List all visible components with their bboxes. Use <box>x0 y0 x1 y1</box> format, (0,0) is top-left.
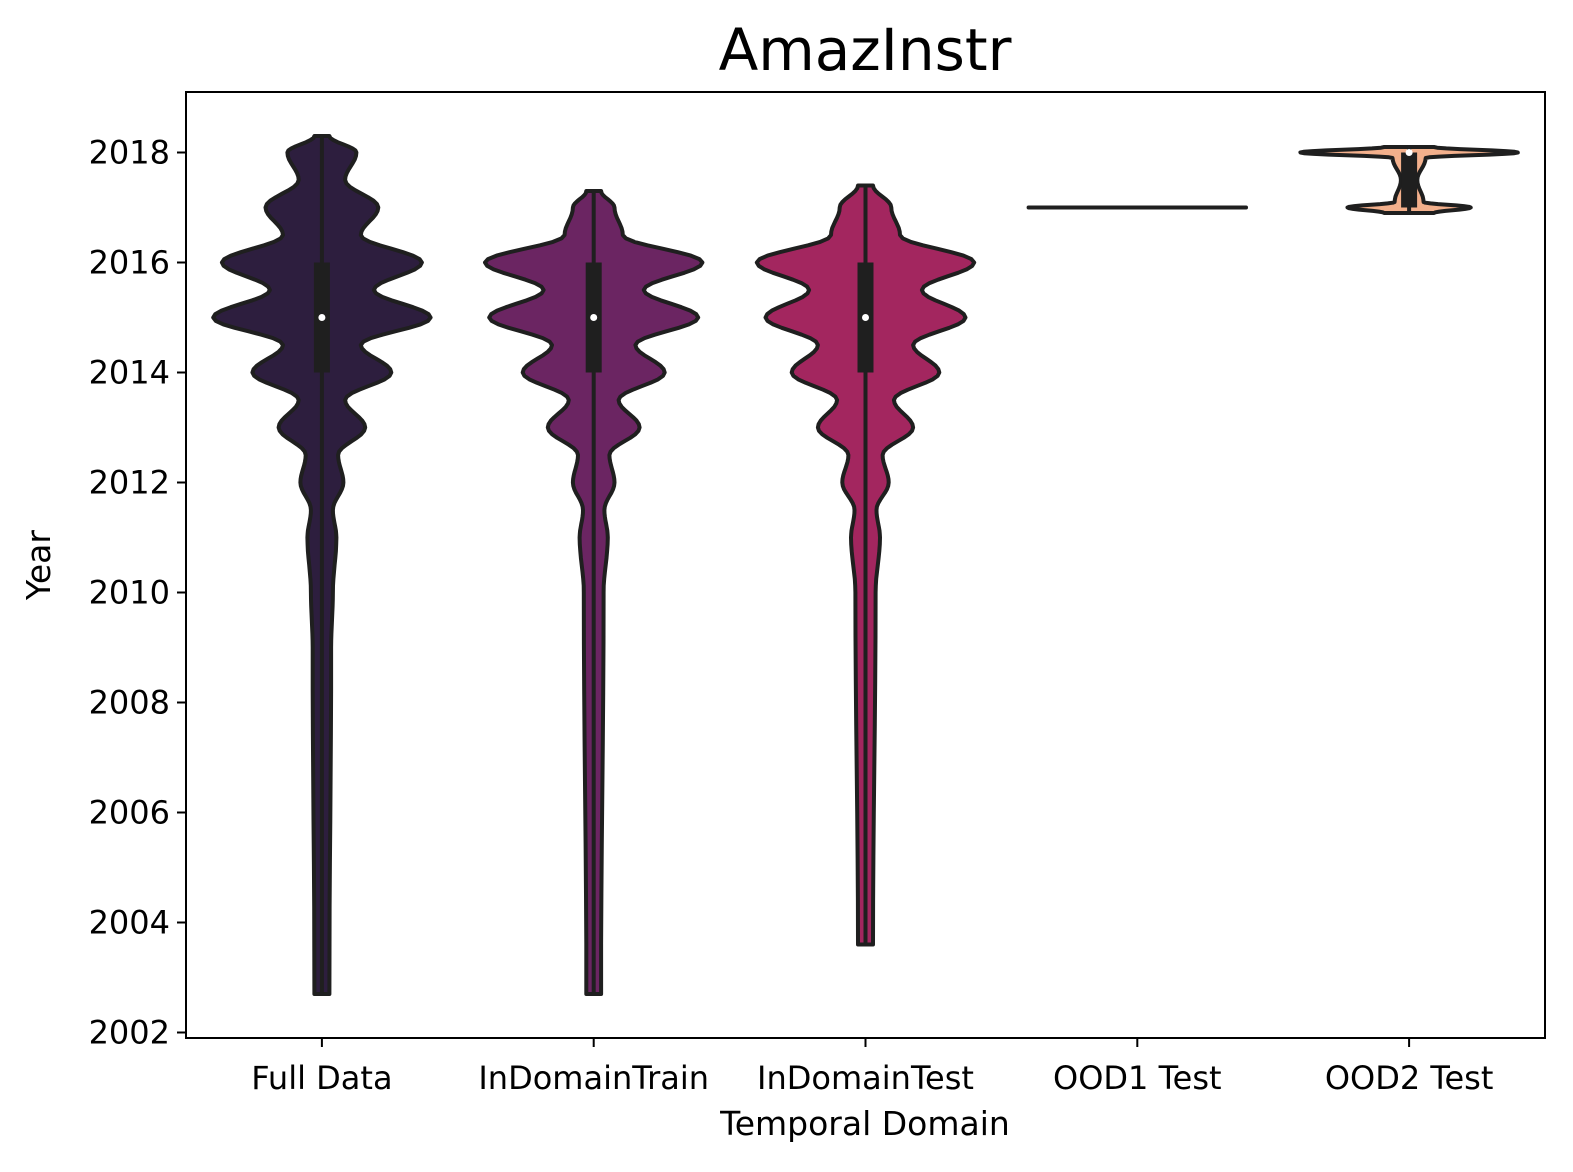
y-tick-label: 2008 <box>89 684 170 722</box>
violin-layer <box>211 134 1520 996</box>
y-tick-label: 2002 <box>89 1014 170 1052</box>
y-tick-label: 2012 <box>89 464 170 502</box>
violin-indomaintrain <box>483 189 705 996</box>
y-tick-label: 2018 <box>89 134 170 172</box>
violin-iqr-box <box>1401 152 1418 208</box>
y-tick-label: 2010 <box>89 574 170 612</box>
violin-ood2-test <box>1298 145 1520 215</box>
x-tick-label: OOD2 Test <box>1325 1059 1494 1097</box>
plot-frame <box>185 91 1546 1039</box>
x-tick-label: Full Data <box>251 1059 392 1097</box>
y-axis-label: Year <box>19 530 58 601</box>
y-tick-label: 2014 <box>89 354 170 392</box>
y-tick-label: 2006 <box>89 794 170 832</box>
violin-median-dot <box>590 314 598 321</box>
x-tick-label: InDomainTest <box>757 1059 974 1097</box>
violin-median-dot <box>318 314 326 321</box>
y-axis-ticks: 2002 2004 2006 2008 2010 2012 2014 2016 2018 <box>89 134 186 1052</box>
violin-median-dot <box>862 314 869 321</box>
violin-median-dot <box>1405 149 1413 156</box>
violin-indomaintest <box>754 183 977 947</box>
x-tick-label: InDomainTrain <box>478 1059 709 1097</box>
chart-title: AmazInstr <box>719 16 1012 84</box>
x-tick-label: OOD1 Test <box>1053 1059 1222 1097</box>
y-tick-label: 2004 <box>89 904 170 942</box>
violin-full-data <box>211 134 433 996</box>
y-tick-label: 2016 <box>89 244 170 282</box>
x-axis-ticks: Full Data InDomainTrain InDomainTest OOD1 T… <box>251 1038 1493 1097</box>
x-axis-label: Temporal Domain <box>719 1104 1010 1143</box>
